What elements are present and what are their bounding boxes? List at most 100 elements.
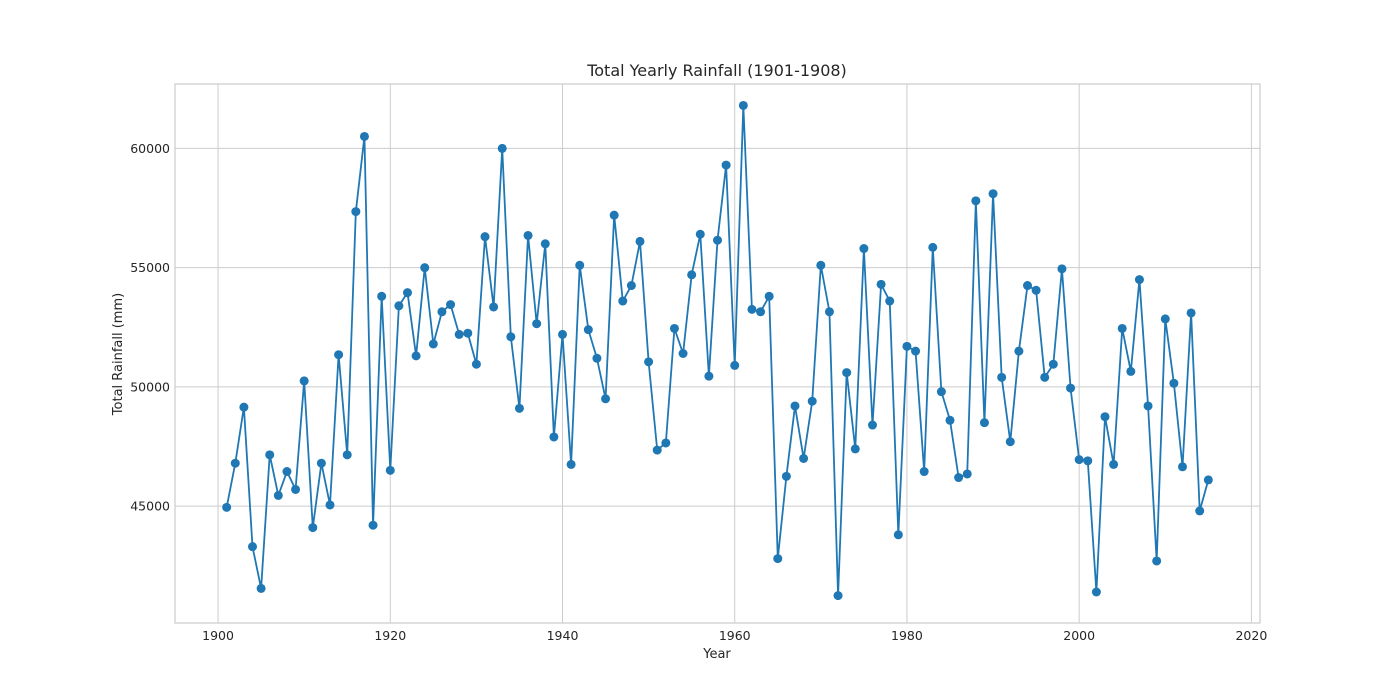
data-point <box>239 402 249 412</box>
data-point <box>824 307 834 317</box>
data-point <box>842 368 852 378</box>
data-point <box>420 263 430 273</box>
x-tick-label: 1940 <box>547 628 579 643</box>
data-point <box>325 500 335 510</box>
data-point <box>816 260 826 270</box>
data-point <box>850 444 860 454</box>
data-point <box>1014 346 1024 356</box>
data-point <box>359 131 369 141</box>
data-point <box>919 467 929 477</box>
data-point <box>713 235 722 245</box>
data-point <box>385 465 395 475</box>
data-point <box>1031 285 1041 295</box>
data-point <box>351 207 361 217</box>
data-point <box>1178 462 1187 472</box>
data-point <box>1143 401 1153 411</box>
data-point <box>514 403 524 413</box>
data-point <box>471 359 481 369</box>
data-point <box>979 418 989 428</box>
data-point <box>1160 314 1170 324</box>
data-point <box>652 445 662 455</box>
data-point <box>1195 506 1205 516</box>
data-point <box>540 239 550 249</box>
data-point <box>411 351 421 361</box>
data-point <box>971 196 981 206</box>
data-point <box>282 467 292 477</box>
data-point <box>368 520 378 530</box>
data-point <box>273 490 283 500</box>
data-point <box>1091 587 1101 597</box>
data-point <box>377 291 387 301</box>
data-point <box>1083 456 1093 466</box>
data-point <box>506 332 516 342</box>
data-point <box>1048 359 1058 369</box>
x-tick-label: 1980 <box>891 628 923 643</box>
x-tick-label: 2000 <box>1063 628 1095 643</box>
data-point <box>721 160 731 170</box>
data-point <box>1117 323 1127 333</box>
data-point <box>1040 372 1050 382</box>
data-point <box>1126 366 1136 376</box>
data-point <box>532 319 542 329</box>
data-point <box>222 502 232 512</box>
data-point <box>549 432 559 442</box>
data-point <box>248 542 257 552</box>
data-point <box>308 523 318 533</box>
data-point <box>738 100 748 110</box>
data-point <box>480 232 490 242</box>
data-point <box>1066 383 1076 393</box>
data-point <box>868 420 877 430</box>
data-point <box>230 458 240 468</box>
data-point <box>954 473 964 483</box>
data-point <box>291 484 301 494</box>
data-point <box>497 143 507 153</box>
data-point <box>936 387 946 397</box>
data-point <box>265 450 275 460</box>
data-point <box>1109 459 1119 469</box>
data-point <box>876 279 886 289</box>
x-tick-label: 2020 <box>1235 628 1267 643</box>
x-tick-label: 1900 <box>202 628 234 643</box>
data-point <box>1152 556 1162 566</box>
data-point <box>1074 455 1084 465</box>
series-layer <box>222 100 1213 601</box>
plot-frame <box>174 83 1261 624</box>
x-axis-label: Year <box>702 647 731 662</box>
data-point <box>747 304 757 314</box>
tick-labels: 1900 1920 1940 1960 1980 2000 2020 45000 50000 55… <box>130 141 1267 643</box>
data-point <box>609 210 619 220</box>
data-point <box>902 341 912 351</box>
data-point <box>1100 412 1110 422</box>
data-point <box>1186 308 1196 318</box>
data-point <box>583 325 593 335</box>
data-point <box>394 301 404 311</box>
x-tick-label: 1960 <box>719 628 751 643</box>
x-tick-label: 1920 <box>374 628 406 643</box>
data-point <box>566 459 576 469</box>
data-point <box>799 453 809 463</box>
data-point <box>962 469 972 479</box>
data-point <box>437 307 447 317</box>
data-point <box>885 296 895 306</box>
data-point <box>256 583 266 593</box>
data-point <box>790 401 800 411</box>
data-point <box>446 300 456 310</box>
y-tick-label: 50000 <box>130 379 170 394</box>
data-point <box>1023 281 1032 291</box>
data-point <box>601 394 611 404</box>
data-point <box>764 291 774 301</box>
data-point <box>678 349 688 358</box>
data-point <box>833 591 843 601</box>
y-tick-label: 45000 <box>130 499 170 514</box>
data-point <box>911 346 921 356</box>
data-point <box>489 302 499 312</box>
data-point <box>669 323 679 333</box>
data-point <box>1169 378 1179 388</box>
data-point <box>575 260 585 270</box>
data-point <box>988 189 998 199</box>
data-point <box>299 376 309 386</box>
data-point <box>592 353 602 363</box>
data-point <box>945 415 955 425</box>
data-point <box>1203 475 1213 485</box>
chart-title: Total Yearly Rainfall (1901-1908) <box>586 61 847 80</box>
